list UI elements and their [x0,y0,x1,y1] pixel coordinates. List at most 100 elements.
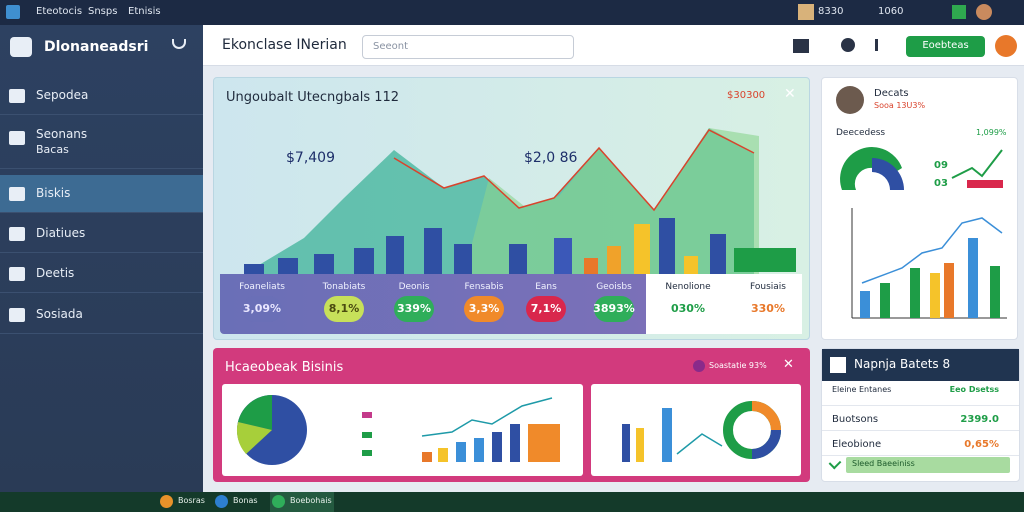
nav-icon [9,131,25,145]
avatar [798,4,814,20]
avatar[interactable] [995,35,1017,57]
taskbar: Bosras Bonas Boebohais [0,492,1024,512]
tooltip [734,248,796,272]
list-value: 0,65% [964,439,999,450]
kpi: Fensabis 3,3% [448,274,520,334]
card-title: Hcaeobeak Bisinis [225,360,344,375]
stat: 09 [934,160,948,171]
app-label: Bonas [233,496,258,505]
kpi-badge [526,296,566,322]
kpi-value: 7,1% [530,302,562,315]
footer-label: Sleed Baeeiniss [852,459,915,468]
nav-item[interactable]: Sosiada [0,296,203,334]
nav-label: Seonans [36,127,88,141]
kpi-value: 030% [671,302,705,315]
kpi-label: Tonabiats [322,282,366,292]
search-box[interactable]: Seeont [362,35,574,59]
kpi-label: Deonis [398,282,430,292]
badge: 1,099% [976,128,1007,137]
icon [952,5,966,19]
kpi-badge [394,296,434,322]
card-title: Ungoubalt Utecngbals 112 [226,90,400,105]
nav-label: Biskis [36,186,71,200]
user-sub: Sooa 13U3% [874,101,926,110]
nav-icon [9,227,25,241]
app-label: Bosras [178,496,205,505]
kpi: Eans 7,1% [510,274,582,334]
nav-label: Sepodea [36,88,89,102]
kpi-value: 3,09% [242,302,282,315]
search-placeholder: Seeont [373,41,409,52]
footer-bar[interactable]: Sleed Baeeiniss [846,457,1010,473]
list-value: 2399.0 [960,414,999,425]
row-divider [822,455,1019,456]
kpi: Geoisbs 3893% [578,274,650,334]
app-icon [6,5,20,19]
status-text: 8330 [818,6,844,17]
chart-card: Ungoubalt Utecngbals 112 $30300 ✕ $7,409… [213,77,810,340]
pink-card: Hcaeobeak Bisinis Soastatie 93% ✕ [213,348,810,482]
nav-item[interactable]: Biskis [0,175,203,213]
kpi: Deonis 339% [378,274,450,334]
kpi-badge [594,296,634,322]
nav-item[interactable]: Diatiues [0,215,203,253]
menu-item[interactable]: Etnisis [128,6,161,17]
row-divider [822,430,1019,431]
close-icon[interactable]: ✕ [784,86,796,102]
kpi-label: Eans [535,282,557,292]
nav-item[interactable]: Sepodea [0,77,203,115]
list-label: Buotsons [832,414,879,425]
close-icon[interactable]: ✕ [783,357,794,372]
taskbar-app[interactable]: Bosras [158,492,208,512]
kpi-label: Foaneliats [239,282,285,292]
nav-label: Sosiada [36,307,83,321]
kpi-label: Fousiais [750,282,786,292]
side-card: Decats Sooa 13U3% Deecedess 1,099% 09 03 [821,77,1018,340]
logo [10,37,32,57]
line [393,129,755,212]
menu-item[interactable]: Eteotocis [36,6,83,17]
user-name: Decats [874,88,909,99]
nav-icon [9,308,25,322]
avatar [836,86,864,114]
nav-icon [9,267,25,281]
list-label: Eleobione [832,439,882,450]
icon[interactable] [875,39,889,51]
icon [830,357,846,373]
badge: $30300 [727,90,766,101]
decorative-chart [244,128,796,274]
nav-item[interactable]: Deetis [0,255,203,293]
menu-item[interactable]: Snsps [88,6,118,17]
nav-icon [9,187,25,201]
nav-label: Deetis [36,266,75,280]
nav-item[interactable]: Seonans Bacas [0,121,203,169]
icon [172,39,186,49]
status-text: 1060 [878,6,904,17]
kpi: Fousiais 330% [732,274,804,334]
taskbar-app[interactable]: Bonas [213,492,263,512]
kpi: Nenolione 030% [652,274,724,334]
icon[interactable] [841,38,855,52]
list-label: Eleine Entanes [832,385,892,394]
list-title: Napnja Batets 8 [854,357,951,371]
kpi: Foaneliats 3,09% [226,274,298,334]
section-title: Deecedess [836,128,886,138]
app-icon [272,495,285,508]
callout: $2,0 86 [524,150,578,166]
header: Ekonclase INerian Seeont Eoebteas [203,25,1024,66]
kpi-value: 3893% [593,302,635,315]
kpi-value: 330% [751,302,785,315]
badge: Soastatie 93% [709,361,767,370]
app-icon [160,495,173,508]
taskbar-app[interactable]: Boebohais [270,492,334,512]
kpi-badge [242,296,282,322]
list-header: Napnja Batets 8 [822,349,1019,381]
kpi-label: Fensabis [464,282,504,292]
kpi-strip [646,274,802,334]
list-card: Napnja Batets 8 Eleine Entanes Eeo Dsetss… [821,348,1020,482]
kpi-label: Nenolione [665,282,711,292]
sidebar-title: Dlonaneadsri [44,39,149,55]
action-button[interactable]: Eoebteas [906,36,985,57]
icon[interactable] [793,39,809,53]
